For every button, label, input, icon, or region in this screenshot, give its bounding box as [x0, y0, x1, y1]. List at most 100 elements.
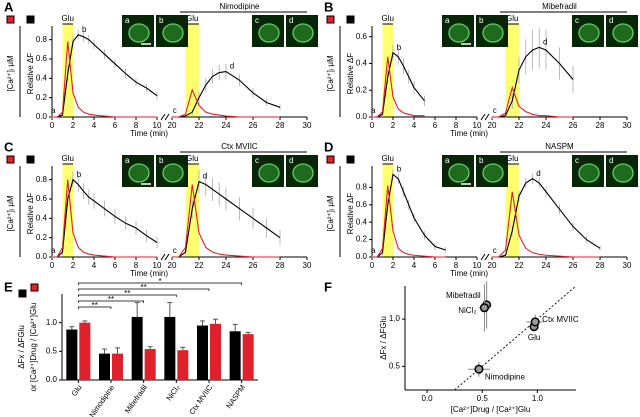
trace-line — [52, 178, 158, 258]
x-tick-label: 10 — [473, 121, 482, 130]
y-tick-label: 0.0 — [36, 112, 48, 121]
inset-label: c — [255, 156, 259, 165]
significance-bracket — [77, 294, 177, 297]
x-tick-label: 24 — [542, 261, 551, 270]
y2-axis-label: [Ca²⁺]ᵢ μM — [326, 55, 335, 92]
y-tick-label: 0.6 — [36, 54, 48, 63]
cell-outline — [128, 163, 150, 183]
x-tick-label: 30 — [623, 121, 632, 130]
x-tick-label: 0 — [50, 121, 55, 130]
legend-swatch — [26, 15, 35, 24]
x-tick-label: 28 — [276, 261, 285, 270]
bar — [66, 329, 78, 380]
point-label: Glu — [528, 333, 540, 342]
inset-label: b — [479, 156, 484, 165]
axis-break — [480, 113, 486, 121]
x-tick-label: 10 — [473, 261, 482, 270]
x-tick-label: 24 — [222, 261, 231, 270]
y-tick-label: 0.8 — [36, 175, 48, 184]
legend-swatch — [26, 155, 35, 164]
point — [479, 303, 489, 313]
point-label: Nimodipine — [485, 372, 526, 381]
x-axis-label: Time (min) — [450, 269, 488, 278]
panel-letter: D — [324, 139, 333, 154]
time-point-label: d — [536, 169, 540, 178]
legend-swatch — [346, 155, 355, 164]
x-tick-label: 26 — [249, 261, 258, 270]
y-tick-label: 0.2 — [36, 93, 48, 102]
cell-outline — [578, 163, 600, 183]
y-axis-label: Relative ΔF — [26, 53, 35, 94]
bar — [99, 353, 110, 380]
x-tick-label: 6 — [113, 121, 118, 130]
legend-swatch — [326, 15, 335, 24]
point-label: NiCl₂ — [458, 306, 476, 315]
time-point-label: c — [493, 106, 497, 115]
cell-outline — [578, 23, 600, 43]
drug-label: Ctx MVIIC — [221, 142, 258, 151]
time-point-label: a — [51, 106, 56, 115]
inset-label: b — [159, 16, 164, 25]
trace-line — [52, 41, 157, 118]
x-tick-label: 30 — [303, 121, 312, 130]
trace-line — [172, 184, 280, 258]
bar — [112, 353, 123, 380]
y-axis-label: ΔFx / ΔFGlu — [379, 316, 388, 360]
x-tick-label: 6 — [113, 261, 118, 270]
significance-label: ** — [92, 301, 98, 310]
time-point-label: d — [543, 38, 547, 47]
y-tick-label: 0.2 — [356, 85, 368, 94]
x-tick-label: 20 — [488, 121, 497, 130]
significance-bracket — [77, 288, 210, 291]
significance-label: * — [158, 277, 161, 286]
y-tick-label: 0.5 — [46, 346, 58, 355]
stimulus-label: Glu — [186, 154, 198, 163]
cell-outline — [612, 23, 634, 43]
x-tick-label: 6 — [433, 261, 438, 270]
x-tick-label: 30 — [303, 261, 312, 270]
x-tick-label: 2 — [391, 261, 396, 270]
inset-label: b — [159, 156, 164, 165]
x-tick-label: 4 — [412, 261, 417, 270]
cell-outline — [128, 23, 150, 43]
y-axis-label: Relative ΔF — [346, 193, 355, 234]
y-tick-label: 0.0 — [46, 375, 58, 384]
x-tick-label: 0.0 — [422, 394, 434, 403]
panel-letter: E — [4, 279, 13, 294]
x-tick-label: 24 — [222, 121, 231, 130]
trace-line — [172, 180, 281, 258]
x-tick-label: 28 — [596, 121, 605, 130]
y-tick-label: 0.0 — [356, 112, 368, 121]
y-tick-label: 0.2 — [356, 235, 368, 244]
inset-label: a — [445, 16, 450, 25]
cell-outline — [162, 23, 184, 43]
time-point-label: a — [51, 246, 56, 255]
time-point-label: c — [173, 246, 177, 255]
drug-label: NASPM — [545, 142, 574, 151]
x-tick-label: 8 — [454, 261, 459, 270]
x-tick-label: Ctx MVIIC — [187, 383, 214, 417]
legend-swatch — [346, 15, 355, 24]
x-axis-label: Time (min) — [130, 269, 168, 278]
y-axis-label: Relative ΔF — [26, 193, 35, 234]
cell-outline — [292, 23, 314, 43]
y2-axis-label: [Ca²⁺]ᵢ μM — [6, 55, 15, 92]
trace-line — [172, 70, 281, 118]
drug-label: Mibefradil — [542, 2, 577, 11]
time-point-label: d — [230, 62, 234, 71]
stimulus-band — [505, 164, 519, 257]
y-tick-label: 0.4 — [356, 217, 368, 226]
time-point-label: b — [397, 43, 402, 52]
trace-line — [492, 85, 573, 118]
y-tick-label: 0.2 — [36, 233, 48, 242]
y-axis-label: Relative ΔF — [346, 53, 355, 94]
axis-break — [484, 113, 490, 121]
y-tick-label: 0.0 — [356, 252, 368, 261]
trace-line — [492, 178, 601, 258]
y-tick-label: 0.8 — [356, 183, 368, 192]
x-tick-label: 22 — [195, 261, 204, 270]
axis-break — [164, 253, 170, 261]
trace-line — [372, 51, 425, 118]
legend-swatch — [6, 155, 15, 164]
